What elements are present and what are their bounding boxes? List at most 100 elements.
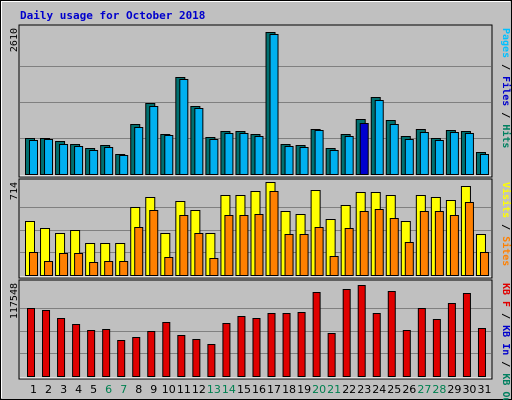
files-bar-day-10 xyxy=(164,135,174,175)
files-bar-day-24 xyxy=(374,100,384,175)
sites-bar-day-23 xyxy=(359,211,369,276)
sites-bar-day-8 xyxy=(134,227,144,276)
x-tick-day-17: 17 xyxy=(267,383,281,396)
legend-part: / xyxy=(500,106,511,124)
kbytes-bar-day-18 xyxy=(282,313,291,377)
panel-2 xyxy=(18,178,493,279)
kbytes-bar-day-15 xyxy=(237,316,246,377)
files-bar-day-31 xyxy=(479,154,489,175)
x-tick-day-15: 15 xyxy=(237,383,251,396)
x-tick-day-29: 29 xyxy=(447,383,461,396)
legend-part: Sites xyxy=(500,236,512,266)
files-bar-day-29 xyxy=(449,132,459,175)
y-max-label: 117548 xyxy=(9,283,20,319)
kbytes-bar-day-21 xyxy=(327,333,336,377)
files-bar-day-21 xyxy=(329,150,339,175)
kbytes-bar-day-27 xyxy=(417,308,426,377)
chart-title: Daily usage for October 2018 xyxy=(20,9,205,22)
legend-part: Files xyxy=(500,76,512,106)
x-tick-day-8: 8 xyxy=(135,383,142,396)
files-bar-day-12 xyxy=(194,108,204,175)
sites-bar-day-20 xyxy=(314,227,324,276)
sites-bar-day-15 xyxy=(239,215,249,276)
x-tick-day-13: 13 xyxy=(207,383,221,396)
x-tick-day-24: 24 xyxy=(372,383,386,396)
kbytes-bar-day-31 xyxy=(477,328,486,377)
kbytes-bar-day-10 xyxy=(162,322,171,377)
panels-group xyxy=(18,24,493,380)
x-tick-day-14: 14 xyxy=(222,383,236,396)
files-bar-day-17 xyxy=(269,34,279,175)
kbytes-bar-day-19 xyxy=(297,312,306,377)
sites-bar-day-5 xyxy=(89,262,99,276)
sites-bar-day-21 xyxy=(329,256,339,276)
sites-bar-day-18 xyxy=(284,234,294,276)
sites-bar-day-12 xyxy=(194,233,204,276)
sites-bar-day-9 xyxy=(149,210,159,276)
files-bar-day-20 xyxy=(314,130,324,175)
kbytes-bar-day-26 xyxy=(402,330,411,377)
x-tick-day-28: 28 xyxy=(432,383,446,396)
sites-bar-day-25 xyxy=(389,218,399,276)
x-tick-day-19: 19 xyxy=(297,383,311,396)
x-tick-day-30: 30 xyxy=(462,383,476,396)
files-bar-day-18 xyxy=(284,146,294,175)
sites-bar-day-22 xyxy=(344,228,354,276)
files-bar-day-3 xyxy=(59,144,69,175)
kbytes-bar-day-25 xyxy=(387,291,396,377)
files-bar-day-30 xyxy=(464,133,474,175)
sites-bar-day-30 xyxy=(464,202,474,276)
files-bar-day-23 xyxy=(359,123,369,175)
kbytes-bar-day-8 xyxy=(132,337,141,377)
kbytes-bar-day-29 xyxy=(447,303,456,377)
legend-part: / xyxy=(500,58,511,76)
panel-legend-label: Visits / Sites xyxy=(500,182,512,266)
sites-bar-day-10 xyxy=(164,257,174,276)
sites-bar-day-2 xyxy=(44,261,54,276)
sites-bar-day-29 xyxy=(449,215,459,276)
sites-bar-day-6 xyxy=(104,261,114,276)
files-bar-day-26 xyxy=(404,139,414,175)
x-tick-day-23: 23 xyxy=(357,383,371,396)
panel-1 xyxy=(18,24,493,178)
kbytes-bar-day-12 xyxy=(192,339,201,377)
kbytes-bar-day-16 xyxy=(252,318,261,377)
files-bar-day-16 xyxy=(254,136,264,175)
legend-part: KB In xyxy=(500,325,511,355)
x-tick-day-10: 10 xyxy=(162,383,176,396)
legend-part: KB Out xyxy=(500,373,511,400)
x-tick-day-7: 7 xyxy=(120,383,127,396)
sites-bar-day-11 xyxy=(179,215,189,276)
files-bar-day-22 xyxy=(344,136,354,175)
x-tick-day-20: 20 xyxy=(312,383,326,396)
x-tick-day-9: 9 xyxy=(150,383,157,396)
legend-part: Visits xyxy=(500,182,512,218)
kbytes-bar-day-23 xyxy=(357,285,366,377)
x-tick-day-6: 6 xyxy=(105,383,112,396)
x-axis-labels: 1 2 3 4 5 6 7 8 9 10 11 12 13 14 15 16 17 18 19 20 21 22 23 24 2… xyxy=(30,383,491,396)
files-bar-day-6 xyxy=(104,147,114,175)
sites-bar-day-28 xyxy=(434,211,444,276)
panel-legend-label: KB F / KB In / KB Out xyxy=(500,283,511,400)
x-tick-day-31: 31 xyxy=(477,383,491,396)
sites-bar-day-16 xyxy=(254,214,264,276)
x-tick-day-21: 21 xyxy=(327,383,341,396)
kbytes-bar-day-9 xyxy=(147,331,156,377)
sites-bar-day-7 xyxy=(119,261,129,276)
kbytes-bar-day-24 xyxy=(372,313,381,377)
files-bar-day-2 xyxy=(44,139,54,175)
x-tick-day-27: 27 xyxy=(417,383,431,396)
x-tick-day-11: 11 xyxy=(177,383,191,396)
files-bar-day-1 xyxy=(29,140,38,175)
sites-bar-day-26 xyxy=(404,242,414,276)
sites-bar-day-13 xyxy=(209,258,219,276)
sites-bar-day-1 xyxy=(29,252,38,276)
x-tick-day-5: 5 xyxy=(90,383,97,396)
sites-bar-day-24 xyxy=(374,209,384,276)
kbytes-bar-day-20 xyxy=(312,292,321,377)
x-tick-day-2: 2 xyxy=(45,383,52,396)
kbytes-bar-day-4 xyxy=(72,324,81,377)
kbytes-bar-day-3 xyxy=(57,318,66,377)
